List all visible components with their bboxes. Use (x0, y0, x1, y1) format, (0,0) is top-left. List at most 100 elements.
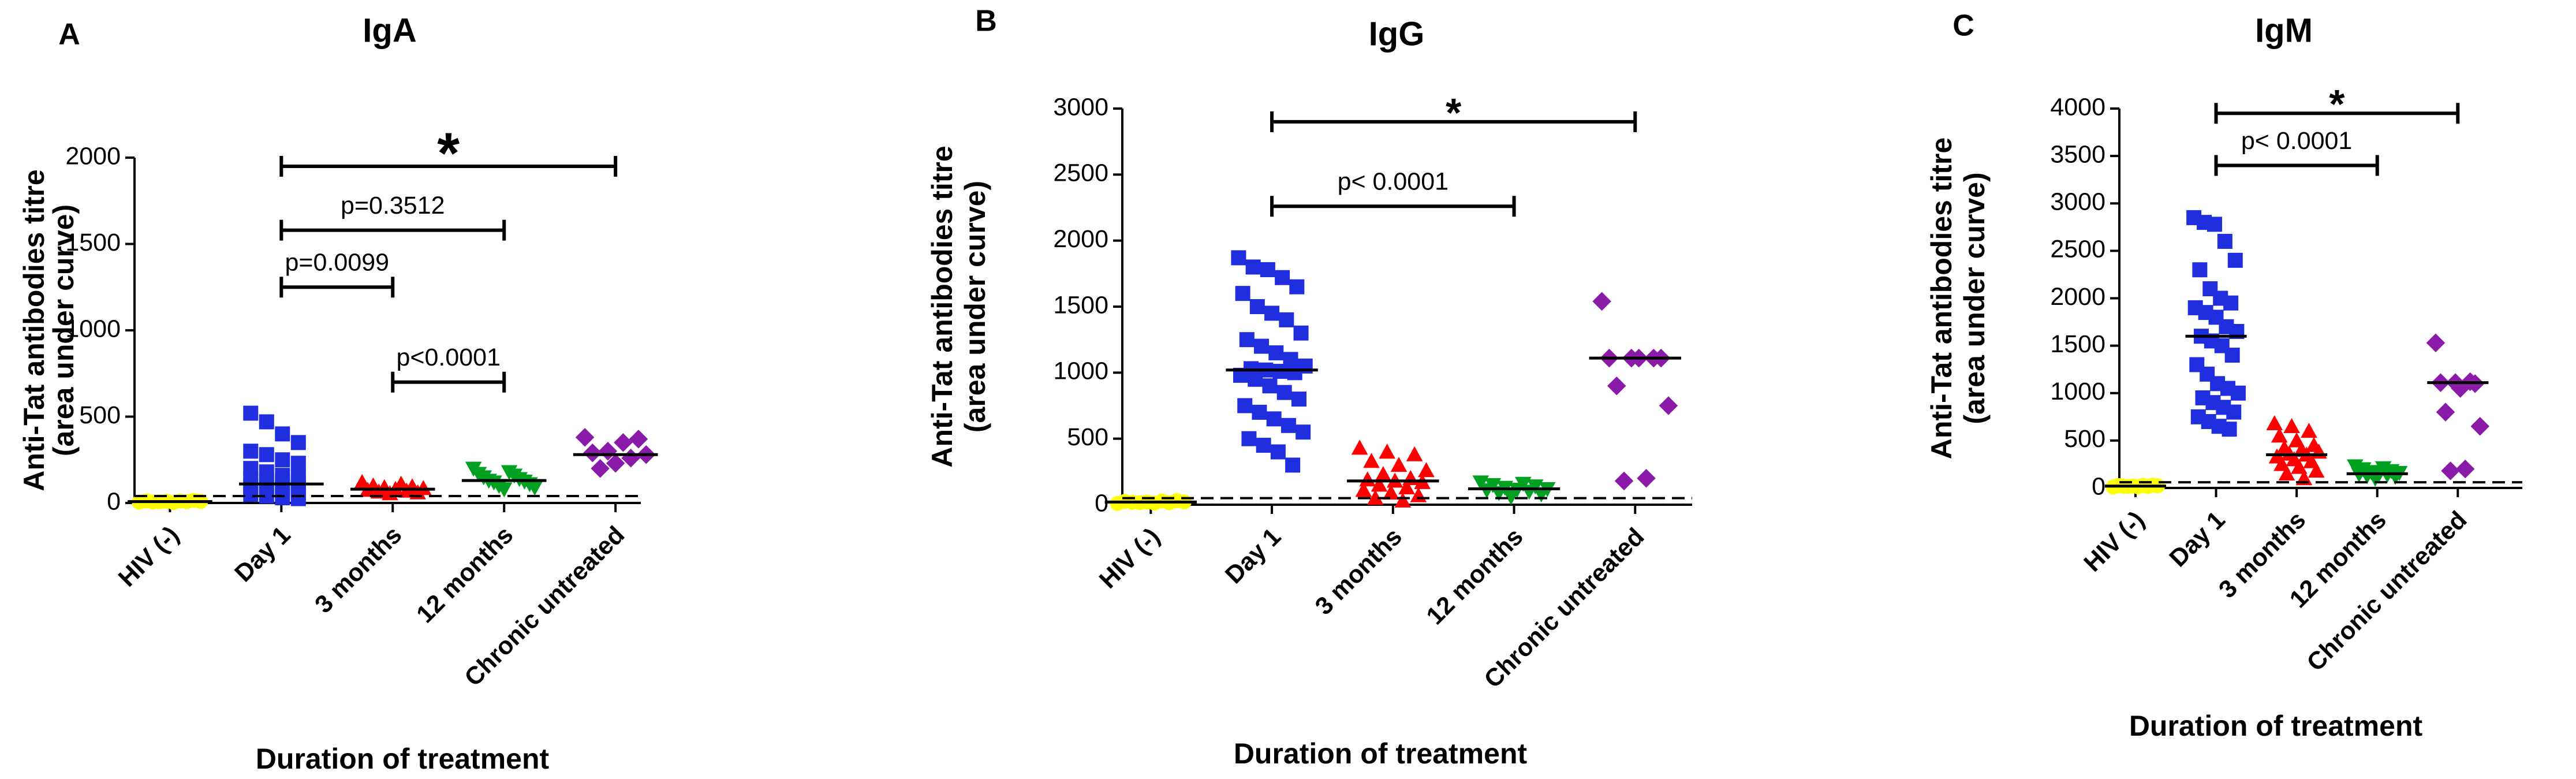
y-tick-label: 0 (107, 487, 121, 515)
significance-label: * (1446, 90, 1462, 135)
data-point (606, 453, 625, 473)
data-point (2283, 418, 2300, 433)
y-axis-label: Anti-Tat antibodies titre (1925, 137, 1958, 459)
data-point (259, 414, 274, 430)
y-axis-label: (area under curve) (959, 181, 991, 433)
x-tick-label: Chronic untreated (2302, 506, 2473, 677)
data-point (1637, 469, 1656, 488)
data-point (290, 491, 306, 506)
data-point (1280, 418, 1296, 433)
panel-label: A (58, 18, 80, 51)
data-point (1254, 338, 1270, 354)
y-tick-label: 2000 (2050, 283, 2105, 311)
y-tick-label: 1000 (2050, 378, 2105, 405)
data-point (1390, 457, 1408, 472)
chart-title: IgG (1369, 15, 1425, 53)
data-point (1614, 471, 1634, 491)
data-point (1249, 299, 1265, 314)
y-tick-label: 3000 (2050, 188, 2105, 216)
data-point (2227, 252, 2243, 268)
data-point (591, 459, 610, 478)
data-point (2308, 463, 2325, 478)
y-tick-label: 1500 (65, 229, 121, 256)
data-point (1285, 457, 1301, 473)
x-tick-label: Day 1 (229, 521, 296, 587)
data-point (290, 456, 306, 471)
data-point (2207, 217, 2222, 232)
chart-title: IgM (2255, 12, 2313, 49)
y-tick-label: 1000 (1053, 357, 1108, 385)
y-tick-label: 2500 (2050, 236, 2105, 263)
data-point (1241, 431, 1257, 446)
data-point (1296, 424, 1311, 440)
panel: A IgA Anti-Tat antibodies titre(area under… (18, 12, 658, 775)
data-point (1359, 471, 1376, 487)
y-tick-label: 0 (2092, 472, 2105, 500)
y-tick-label: 500 (79, 401, 121, 429)
panel-label: B (975, 5, 997, 38)
data-point (1275, 270, 1290, 285)
significance-label: p<0.0001 (396, 344, 501, 371)
data-point (2266, 415, 2283, 431)
data-point (2222, 422, 2237, 437)
data-point (290, 435, 306, 450)
data-point (1270, 444, 1286, 460)
x-tick-label: 12 months (411, 521, 518, 628)
data-point (1659, 396, 1678, 415)
data-point (1394, 492, 1412, 508)
y-tick-label: 1000 (65, 315, 121, 342)
y-tick-label: 2500 (1053, 159, 1108, 187)
y-tick-label: 2000 (65, 142, 121, 170)
data-point (2224, 348, 2240, 363)
data-point (2230, 385, 2246, 401)
data-point (1607, 376, 1626, 396)
significance-label: p=0.0099 (285, 249, 390, 277)
data-point (2436, 402, 2455, 422)
y-tick-label: 2000 (1053, 225, 1108, 253)
data-point (1266, 411, 1282, 427)
data-point (1239, 332, 1255, 348)
data-point (1252, 404, 1267, 420)
data-point (1351, 439, 1368, 455)
x-tick-label: HIV (-) (113, 521, 184, 592)
data-point (1262, 378, 1278, 394)
significance-label: p=0.3512 (341, 192, 445, 219)
x-axis-label: Duration of treatment (2129, 710, 2423, 742)
data-point (1235, 286, 1250, 301)
data-point (583, 443, 602, 463)
y-tick-label: 500 (2064, 425, 2105, 453)
data-point (1398, 479, 1415, 494)
data-point (1371, 476, 1388, 492)
significance-label: p< 0.0001 (1338, 168, 1449, 196)
y-tick-label: 1500 (1053, 291, 1108, 319)
data-point (1533, 487, 1550, 503)
data-point (614, 433, 633, 452)
data-point (1293, 325, 1309, 341)
y-axis-label: Anti-Tat antibodies titre (926, 146, 958, 467)
data-point (1260, 262, 1275, 277)
data-point (2441, 461, 2460, 480)
data-point (275, 452, 290, 468)
x-axis-label: Duration of treatment (1234, 737, 1528, 770)
data-point (2455, 459, 2475, 479)
data-point (2426, 333, 2446, 352)
data-point (1406, 446, 1423, 461)
data-point (1248, 371, 1263, 387)
data-point (1418, 462, 1435, 478)
y-tick-label: 1500 (2050, 330, 2105, 358)
data-point (1479, 483, 1495, 499)
y-tick-label: 3500 (2050, 140, 2105, 168)
data-point (1268, 345, 1284, 361)
x-tick-label: Day 1 (2164, 506, 2231, 572)
data-point (1379, 443, 1395, 459)
y-tick-label: 4000 (2050, 93, 2105, 121)
data-point (1375, 466, 1392, 482)
data-point (243, 487, 259, 502)
data-point (2217, 233, 2232, 249)
x-axis-label: Duration of treatment (256, 743, 550, 775)
data-point (2192, 262, 2208, 278)
data-point (2226, 404, 2242, 420)
panel: C IgM Anti-Tat antibodies titre (area under… (1925, 9, 2522, 742)
x-tick-label: 3 months (1310, 523, 1408, 620)
